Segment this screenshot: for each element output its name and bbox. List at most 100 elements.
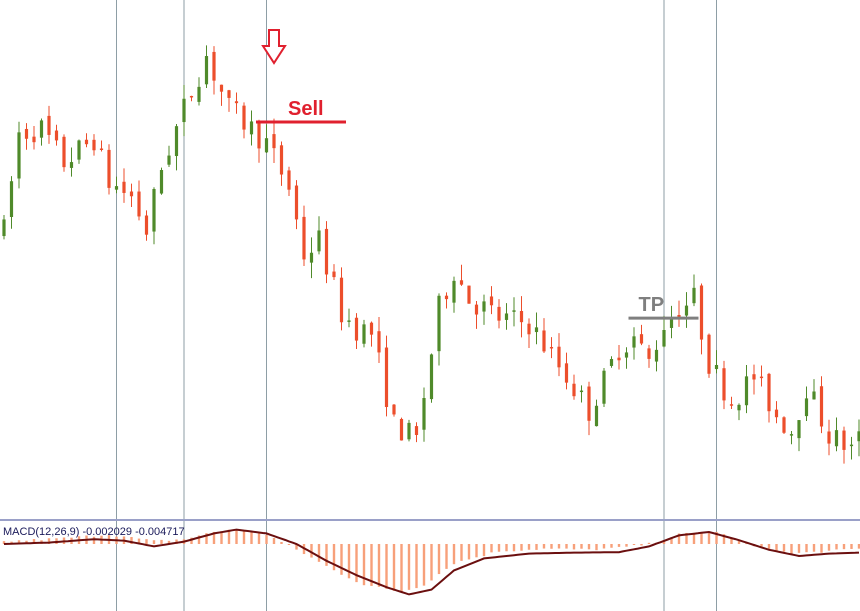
candle-112: [834, 417, 839, 452]
macd-bar-29: [212, 531, 216, 544]
candle-84: [624, 347, 629, 369]
candle-33: [242, 102, 246, 139]
candle-96: [714, 350, 719, 374]
macd-indicator-label: MACD(12,26,9) -0.002029 -0.004717: [3, 526, 185, 538]
candle-67: [497, 299, 501, 329]
candle-1: [2, 214, 6, 240]
candle-53: [392, 404, 396, 417]
candle-18: [129, 183, 134, 207]
macd-bar-13: [92, 536, 96, 544]
candle-83: [617, 345, 621, 370]
macd-bar-27: [197, 535, 201, 544]
candle-56: [414, 422, 419, 443]
candle-114: [849, 436, 854, 460]
macd-bar-115: [857, 544, 860, 549]
macd-bar-38: [280, 541, 283, 544]
candle-99: [737, 403, 741, 421]
candle-25: [182, 84, 186, 137]
candle-64: [474, 300, 479, 329]
candle-22: [159, 167, 164, 195]
macd-bar-59: [437, 544, 441, 575]
candle-107: [797, 420, 801, 452]
candle-94: [699, 283, 704, 355]
macd-signal-line: [3, 528, 860, 596]
macd-bar-94: [700, 532, 703, 544]
candle-75: [557, 333, 561, 377]
candle-37: [272, 118, 276, 163]
candle-92: [684, 292, 689, 328]
macd-bar-87: [647, 542, 651, 544]
macd-bar-28: [205, 533, 208, 544]
candle-71: [527, 318, 531, 349]
take-profit-label: TP: [639, 294, 665, 316]
candle-108: [804, 386, 809, 422]
macd-bar-43: [317, 544, 321, 562]
macd-bar-3: [17, 540, 21, 544]
candle-13: [92, 134, 96, 156]
candle-105: [782, 416, 786, 435]
candle-10: [69, 147, 74, 177]
macd-bar-108: [805, 544, 808, 553]
macd-bar-107: [797, 544, 801, 553]
candle-54: [399, 417, 404, 441]
candle-49: [362, 319, 366, 348]
candle-74: [549, 337, 554, 359]
macd-bar-57: [422, 544, 426, 586]
macd-bar-40: [295, 544, 298, 550]
candle-14: [99, 140, 104, 152]
candle-16: [114, 176, 119, 194]
macd-bar-45: [332, 544, 336, 571]
macd-bar-81: [602, 544, 606, 549]
macd-bar-26: [190, 537, 193, 544]
candle-6: [39, 118, 44, 146]
candle-115: [857, 419, 860, 457]
candle-7: [47, 105, 51, 144]
macd-bar-21: [152, 540, 156, 544]
macd-bar-19: [137, 538, 141, 544]
candle-91: [677, 300, 681, 327]
candle-15: [107, 144, 111, 195]
candle-34: [249, 110, 254, 146]
macd-bar-34: [250, 530, 253, 544]
candle-93: [692, 274, 696, 307]
macd-bar-96: [715, 531, 718, 544]
candle-111: [827, 419, 831, 456]
candle-51: [377, 317, 381, 364]
candle-32: [234, 92, 239, 114]
macd-bar-5: [32, 539, 36, 544]
candle-98: [729, 396, 734, 410]
candle-21: [152, 187, 156, 245]
macd-bar-60: [445, 544, 448, 569]
candle-2: [9, 176, 14, 229]
candle-3: [17, 121, 21, 189]
macd-bar-37: [272, 537, 276, 544]
macd-bar-42: [310, 544, 313, 558]
sell-arrow-icon: [261, 29, 287, 65]
candle-20: [144, 210, 149, 241]
macd-bar-35: [257, 533, 261, 544]
macd-bar-92: [685, 532, 688, 544]
sell-label: Sell: [288, 98, 324, 120]
candle-63: [467, 285, 471, 304]
candle-42: [309, 237, 314, 279]
candle-9: [62, 134, 66, 172]
candle-66: [489, 286, 494, 315]
macd-bar-93: [692, 532, 696, 544]
macd-bar-54: [400, 544, 403, 593]
macd-bar-97: [722, 534, 726, 544]
candle-8: [54, 124, 59, 146]
candle-81: [602, 368, 606, 408]
macd-bar-65: [482, 544, 486, 557]
macd-bar-64: [475, 544, 478, 558]
macd-bar-95: [707, 533, 711, 544]
macd-bar-90: [670, 537, 673, 544]
candle-43: [317, 216, 321, 255]
candle-106: [789, 431, 794, 445]
macd-bar-56: [415, 544, 418, 589]
macd-bar-111: [827, 544, 831, 551]
macd-bar-62: [460, 544, 463, 561]
macd-bar-68: [505, 544, 508, 552]
candle-44: [324, 221, 329, 284]
macd-bar-77: [572, 544, 576, 550]
macd-bar-39: [287, 544, 291, 545]
